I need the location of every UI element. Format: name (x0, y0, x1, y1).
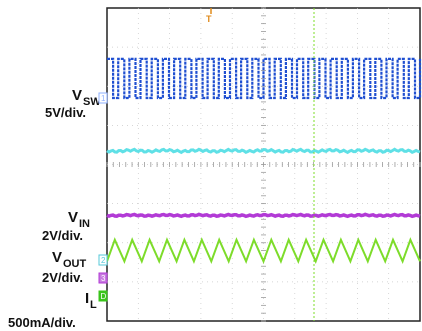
vout-scale: 2V/div. (42, 270, 83, 285)
vout-label-sub: OUT (63, 258, 87, 270)
ch2-marker: 2 (98, 254, 108, 266)
ch1-marker-text: 1 (101, 94, 106, 103)
ch3-trace (106, 212, 421, 219)
trigger-marker: T (206, 8, 212, 24)
waveform-traces (106, 57, 422, 264)
il-marker-text: D (101, 292, 107, 301)
il-marker: D (98, 290, 108, 302)
vout-label-main: V (52, 249, 62, 266)
trigger-marker-text: T (206, 14, 212, 24)
ch1-trace (107, 57, 422, 100)
il-label-main: I (85, 290, 89, 307)
ch3-marker: 3 (98, 272, 108, 284)
vsw-label-main: V (72, 87, 82, 104)
il-label-sub: L (90, 299, 97, 311)
vsw-scale: 5V/div. (45, 105, 86, 120)
vsw-label-sub: SW (83, 96, 101, 108)
vin-label: V IN 2V/div. (42, 209, 90, 243)
vout-label: V OUT 2V/div. (42, 249, 87, 285)
il-scale: 500mA/div. (8, 315, 76, 330)
ch1-marker: 1 (98, 92, 108, 104)
vin-label-sub: IN (79, 218, 90, 230)
plot-grid (106, 7, 421, 322)
ch4-trace (106, 147, 421, 155)
ch2-trace (106, 237, 421, 264)
vin-scale: 2V/div. (42, 228, 83, 243)
vin-label-main: V (68, 209, 78, 226)
ch2-marker-text: 2 (101, 256, 106, 265)
il-label: I L 500mA/div. (8, 290, 97, 330)
ch3-marker-text: 3 (101, 274, 106, 283)
vsw-label: V SW 5V/div. (45, 87, 101, 120)
